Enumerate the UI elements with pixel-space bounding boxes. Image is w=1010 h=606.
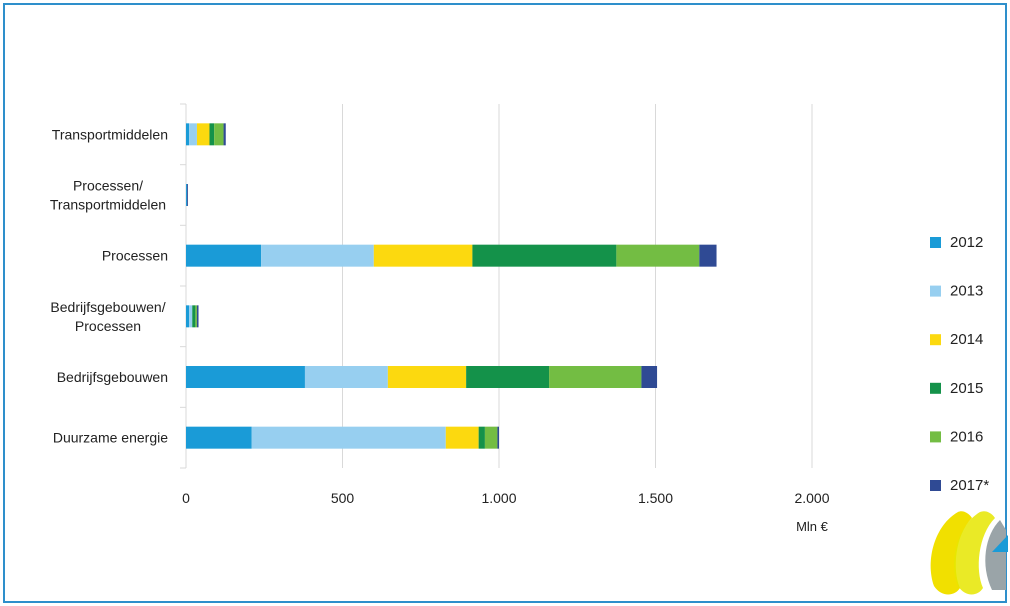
bar-segment [484,426,498,449]
legend-label: 2013 [950,283,983,300]
category-label: Bedrijfsgebouwen/Processen [50,299,165,334]
legend-swatch [930,334,941,346]
bar-segment [466,366,550,388]
legend-label: 2014 [950,331,983,348]
legend-label: 2015 [950,380,983,397]
bar-segment [549,366,642,388]
bar-segment [387,366,467,388]
x-tick-labels: 0 500 1.000 1.500 2.000 [182,490,830,506]
bar-segment [304,366,388,388]
bar-segment [251,426,446,449]
bar-segment [478,426,485,449]
bar-segment [214,123,224,146]
bar-segment [641,366,658,388]
x-tick-label: 2.000 [794,490,829,506]
category-label: Bedrijfsgebouwen [57,369,168,385]
x-tick-label: 500 [331,490,355,506]
x-axis-unit-label: Mln € [796,519,829,534]
legend-label: 2017* [950,477,989,494]
bar-segment [497,426,499,449]
chart-frame [3,3,1007,603]
bar-segment [186,366,305,388]
category-axis [180,103,187,469]
bar-segment [186,305,190,328]
legend-label: 2016 [950,428,983,445]
category-label: Transportmiddelen [52,126,168,142]
category-label: Duurzame energie [53,430,168,446]
legend-swatch [930,480,941,491]
logo-icon [930,511,1008,595]
bar-segment [189,123,197,146]
bar-segment [192,305,196,328]
bar-segment [186,244,262,267]
bar-segment [196,123,210,146]
category-label: Processen/Transportmiddelen [50,178,166,213]
bar-segment [699,244,717,267]
bar-segment [472,244,617,267]
x-tick-label: 0 [182,490,190,506]
bar-segment [223,123,226,146]
bar-segment [209,123,215,146]
legend-swatch [930,382,941,394]
bars [186,123,717,449]
legend-label: 2012 [950,234,983,251]
bar-segment [616,244,700,267]
bar-segment [189,305,193,328]
bar-segment [261,244,374,267]
bar-segment [186,123,190,146]
legend-swatch [930,285,941,297]
bar-segment [186,426,252,449]
bar-segment [196,305,199,328]
category-labels: Duurzame energie Bedrijfsgebouwen Bedrijfs… [50,126,168,445]
bar-segment [373,244,473,267]
category-label: Processen [102,248,168,264]
bar-segment [186,184,187,206]
bar-segment [195,305,197,328]
bar-segment [186,184,188,206]
legend-swatch [930,237,941,248]
grid-lines [342,104,813,468]
bar-segment [445,426,479,449]
legend: 2012 2013 2014 2015 2016 2017* [930,234,989,494]
x-tick-label: 1.000 [481,490,516,506]
x-tick-label: 1.500 [638,490,673,506]
legend-swatch [930,431,941,443]
